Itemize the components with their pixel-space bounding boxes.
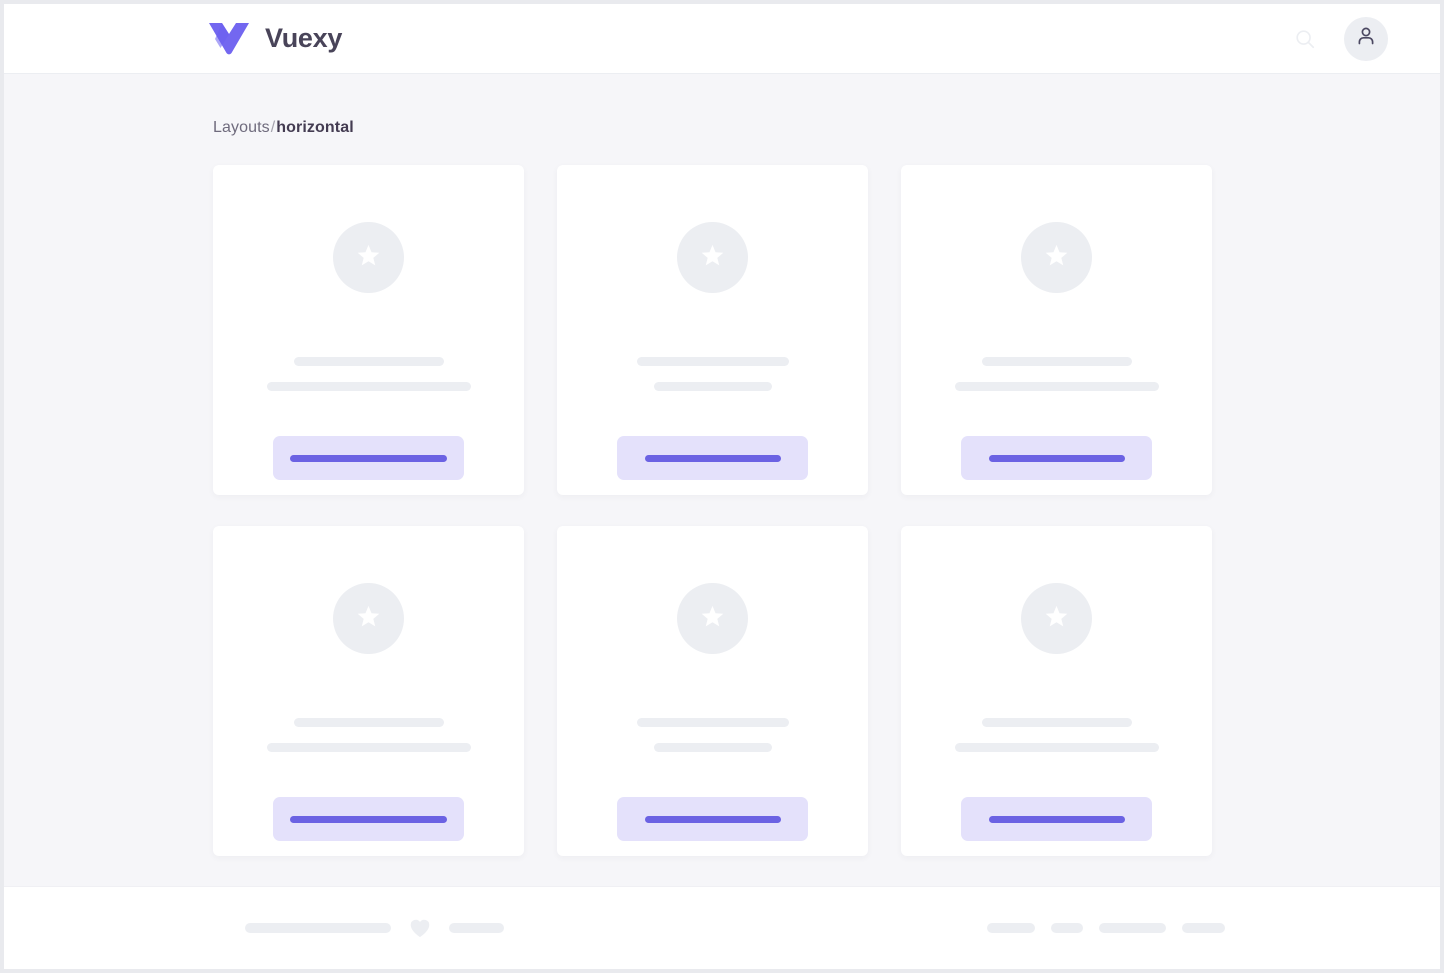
card-action-button[interactable] (961, 436, 1152, 481)
star-icon (355, 242, 382, 274)
header-actions (1292, 16, 1408, 61)
main-content: Layouts/horizontal (4, 74, 1440, 886)
card-text-line-2 (653, 743, 772, 753)
card-avatar (677, 583, 748, 655)
search-icon[interactable] (1292, 26, 1318, 52)
brand-logo-area[interactable]: Vuexy (209, 22, 342, 56)
footer-left-group (245, 918, 504, 938)
card-avatar (1021, 222, 1092, 294)
star-icon (699, 242, 726, 274)
card-button-label-bar (644, 454, 781, 462)
breadcrumb: Layouts/horizontal (213, 118, 1213, 137)
card-text-line-2 (954, 382, 1159, 392)
card-avatar (333, 222, 404, 294)
card-action-button[interactable] (273, 797, 464, 842)
app-viewport: Vuexy Layouts/hori (4, 4, 1440, 969)
card-text-line-1 (981, 357, 1132, 367)
card-text-line-1 (293, 357, 444, 367)
star-icon (699, 603, 726, 635)
placeholder-card[interactable] (901, 526, 1212, 857)
user-avatar-icon (1354, 24, 1378, 53)
brand-name: Vuexy (265, 23, 343, 53)
card-text-line-1 (293, 718, 444, 728)
footer-link-bar[interactable] (1182, 923, 1225, 933)
card-action-button[interactable] (617, 436, 808, 481)
card-button-label-bar (644, 815, 781, 823)
placeholder-card[interactable] (901, 165, 1212, 496)
placeholder-card[interactable] (213, 165, 524, 496)
card-text-line-2 (266, 382, 471, 392)
heart-icon (409, 918, 431, 938)
card-action-button[interactable] (961, 797, 1152, 842)
app-header: Vuexy (4, 4, 1440, 74)
card-grid (213, 165, 1213, 857)
placeholder-card[interactable] (557, 165, 868, 496)
footer-text-bar (245, 923, 391, 933)
star-icon (1043, 603, 1070, 635)
breadcrumb-current: horizontal (276, 119, 354, 136)
card-text-line-1 (981, 718, 1132, 728)
card-text-line-2 (266, 743, 471, 753)
card-action-button[interactable] (273, 436, 464, 481)
card-text-line-2 (653, 382, 772, 392)
card-text-line-2 (954, 743, 1159, 753)
card-avatar (677, 222, 748, 294)
footer-right-group (987, 923, 1225, 933)
placeholder-card[interactable] (213, 526, 524, 857)
card-text-line-1 (636, 718, 789, 728)
app-footer (4, 886, 1440, 969)
card-button-label-bar (988, 815, 1125, 823)
footer-link-bar[interactable] (1051, 923, 1083, 933)
card-button-label-bar (988, 454, 1125, 462)
card-avatar (333, 583, 404, 655)
vuexy-chevron-logo-icon (209, 22, 249, 56)
avatar[interactable] (1344, 16, 1388, 61)
footer-link-bar[interactable] (1099, 923, 1166, 933)
card-button-label-bar (290, 454, 447, 462)
footer-link-bar[interactable] (987, 923, 1035, 933)
card-avatar (1021, 583, 1092, 655)
placeholder-card[interactable] (557, 526, 868, 857)
card-action-button[interactable] (617, 797, 808, 842)
card-text-line-1 (636, 357, 789, 367)
card-button-label-bar (290, 815, 447, 823)
footer-text-bar (449, 923, 504, 933)
breadcrumb-root[interactable]: Layouts (213, 119, 270, 136)
star-icon (355, 603, 382, 635)
breadcrumb-separator: / (270, 119, 276, 136)
star-icon (1043, 242, 1070, 274)
